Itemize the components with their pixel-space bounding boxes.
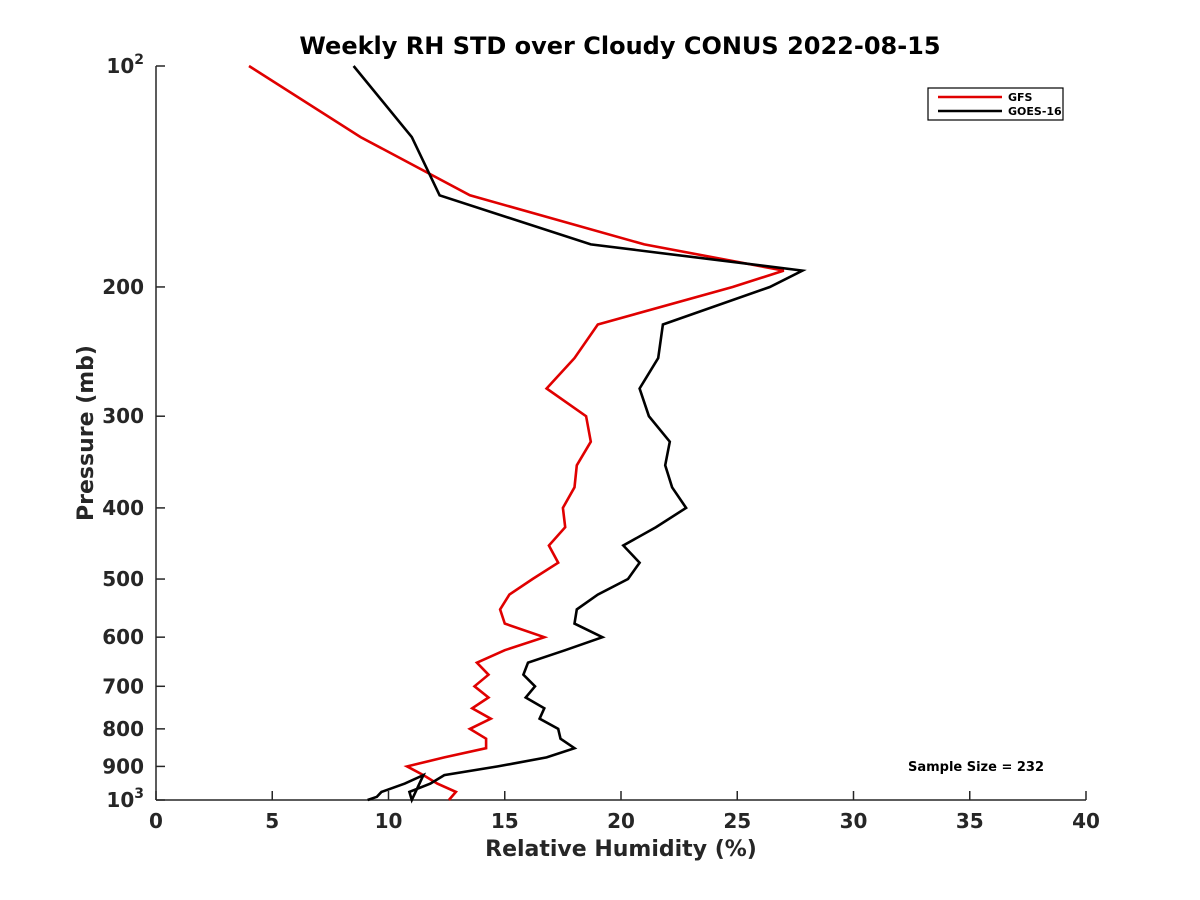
x-axis-label: Relative Humidity (%) xyxy=(485,837,757,862)
sample-size-annotation: Sample Size = 232 xyxy=(908,760,1044,775)
series-line-gfs xyxy=(248,64,785,801)
y-tick-label: 102 xyxy=(106,52,144,78)
x-tick-label: 40 xyxy=(1072,809,1100,833)
series-line-goes-16 xyxy=(352,65,807,804)
y-tick-label: 600 xyxy=(102,625,144,649)
legend-box xyxy=(927,87,1064,121)
x-tick-label: 10 xyxy=(375,809,403,833)
plot-area: 0 5 10 15 20 25 30 35 40 102 200 300 400 500 600 700 80… xyxy=(102,52,1100,833)
y-tick-label: 400 xyxy=(102,496,144,520)
x-tick-label: 0 xyxy=(149,809,163,833)
y-tick-label: 103 xyxy=(106,786,144,812)
y-tick-label: 200 xyxy=(102,275,144,299)
y-axis-label: Pressure (mb) xyxy=(74,345,99,521)
x-tick-label: 20 xyxy=(607,809,635,833)
legend-label: GOES-16 xyxy=(1008,105,1062,118)
y-tick-label: 800 xyxy=(102,717,144,741)
x-tick-label: 5 xyxy=(265,809,279,833)
chart-title: Weekly RH STD over Cloudy CONUS 2022-08-… xyxy=(299,32,940,60)
x-tick-label: 35 xyxy=(956,809,984,833)
series-lines xyxy=(248,64,807,804)
y-tick-label: 700 xyxy=(102,674,144,698)
x-ticks: 0 5 10 15 20 25 30 35 40 xyxy=(149,791,1100,833)
y-tick-label: 300 xyxy=(102,404,144,428)
y-ticks: 102 200 300 400 500 600 700 800 900 103 xyxy=(102,52,165,812)
y-tick-label: 500 xyxy=(102,567,144,591)
y-tick-label: 900 xyxy=(102,754,144,778)
x-tick-label: 25 xyxy=(723,809,751,833)
x-tick-label: 30 xyxy=(840,809,868,833)
x-tick-label: 15 xyxy=(491,809,519,833)
legend-label: GFS xyxy=(1008,91,1033,104)
